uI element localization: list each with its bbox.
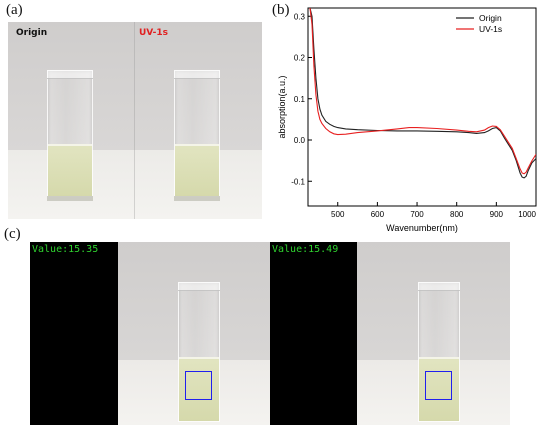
panel-c-left-frame: Value:15.35 [30, 242, 270, 425]
series-line-origin [309, 8, 536, 179]
panel-c-right-frame: Value:15.49 [270, 242, 510, 425]
x-tick-label: 600 [371, 210, 385, 219]
x-tick-label: 1000 [518, 210, 536, 219]
uv-1s-label: UV-1s [139, 28, 168, 38]
y-tick-label: 0.2 [294, 54, 306, 63]
y-tick-label: 0.1 [294, 95, 306, 104]
plot-frame [307, 7, 537, 207]
black-mask [30, 242, 118, 425]
series-line-uv-1s [309, 8, 536, 175]
x-axis-label: Wavenumber(nm) [386, 223, 458, 233]
panel-a-photo: Origin UV-1s [8, 22, 262, 219]
y-tick-label: 0.3 [294, 12, 306, 21]
frame-photo [118, 242, 270, 425]
y-tick-label: -0.1 [291, 177, 305, 186]
x-tick-label: 800 [450, 210, 464, 219]
absorption-chart: 500 600 700 800 900 1000 -0.1 0.0 0.1 0.2 0.3 Waven… [277, 7, 537, 233]
roi-box-right [425, 371, 452, 400]
cuvette-uv-1s [174, 70, 220, 201]
panel-c-label: (c) [4, 226, 21, 242]
y-axis-label: absorption(a.u.) [277, 75, 287, 138]
panel-a-label: (a) [6, 2, 23, 18]
roi-box-left [185, 371, 212, 400]
x-tick-label: 500 [331, 210, 345, 219]
y-tick-label: 0.0 [294, 136, 306, 145]
frame-photo [357, 242, 510, 425]
panel-b-label: (b) [272, 2, 290, 18]
cuvette-right [418, 282, 460, 422]
black-mask [270, 242, 357, 425]
legend-label: Origin [479, 13, 502, 23]
cuvette-left [178, 282, 220, 422]
value-readout-left: Value:15.35 [32, 244, 99, 255]
legend-label: UV-1s [479, 24, 502, 34]
x-tick-label: 700 [410, 210, 424, 219]
cuvette-origin [47, 70, 93, 201]
photo-seam [134, 22, 135, 219]
origin-label: Origin [16, 28, 48, 38]
value-readout-right: Value:15.49 [272, 244, 339, 255]
x-tick-label: 900 [490, 210, 504, 219]
